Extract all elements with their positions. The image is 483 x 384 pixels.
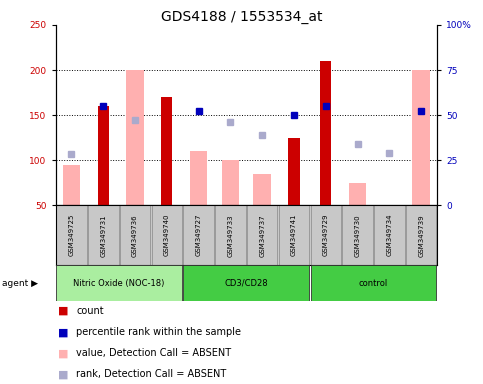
Bar — [406, 205, 437, 265]
Text: GSM349727: GSM349727 — [196, 214, 201, 257]
Text: Nitric Oxide (NOC-18): Nitric Oxide (NOC-18) — [73, 279, 165, 288]
Bar — [320, 61, 331, 205]
Bar — [56, 205, 87, 265]
Bar — [247, 205, 278, 265]
Bar — [88, 205, 118, 265]
Text: percentile rank within the sample: percentile rank within the sample — [76, 327, 242, 337]
Text: ■: ■ — [57, 306, 68, 316]
Bar — [152, 205, 182, 265]
Bar — [161, 97, 172, 205]
Text: GSM349733: GSM349733 — [227, 214, 233, 257]
Bar — [63, 165, 80, 205]
Bar — [184, 205, 214, 265]
Text: ■: ■ — [57, 348, 68, 358]
Bar — [349, 183, 367, 205]
Text: agent ▶: agent ▶ — [2, 279, 39, 288]
Bar — [412, 70, 430, 205]
Bar — [126, 70, 144, 205]
Bar — [311, 205, 341, 265]
Text: GSM349725: GSM349725 — [69, 214, 74, 257]
Text: value, Detection Call = ABSENT: value, Detection Call = ABSENT — [76, 348, 231, 358]
Bar — [374, 205, 405, 265]
Text: ■: ■ — [57, 327, 68, 337]
Text: GSM349737: GSM349737 — [259, 214, 265, 257]
Bar — [190, 151, 207, 205]
Text: GSM349729: GSM349729 — [323, 214, 329, 257]
Bar — [98, 106, 109, 205]
Text: GSM349740: GSM349740 — [164, 214, 170, 257]
Text: CD3/CD28: CD3/CD28 — [225, 279, 268, 288]
Text: GSM349739: GSM349739 — [418, 214, 424, 257]
Text: ■: ■ — [57, 369, 68, 379]
Text: GSM349741: GSM349741 — [291, 214, 297, 257]
Text: GSM349731: GSM349731 — [100, 214, 106, 257]
Bar — [215, 205, 246, 265]
Text: GSM349736: GSM349736 — [132, 214, 138, 257]
Bar — [279, 205, 309, 265]
Bar — [311, 265, 437, 301]
Bar — [222, 161, 239, 205]
Text: GDS4188 / 1553534_at: GDS4188 / 1553534_at — [161, 10, 322, 23]
Bar — [56, 265, 182, 301]
Bar — [342, 205, 373, 265]
Text: GSM349734: GSM349734 — [386, 214, 392, 257]
Text: count: count — [76, 306, 104, 316]
Bar — [288, 138, 299, 205]
Bar — [120, 205, 150, 265]
Bar — [184, 265, 309, 301]
Text: GSM349730: GSM349730 — [355, 214, 361, 257]
Text: rank, Detection Call = ABSENT: rank, Detection Call = ABSENT — [76, 369, 227, 379]
Text: control: control — [359, 279, 388, 288]
Bar — [254, 174, 271, 205]
